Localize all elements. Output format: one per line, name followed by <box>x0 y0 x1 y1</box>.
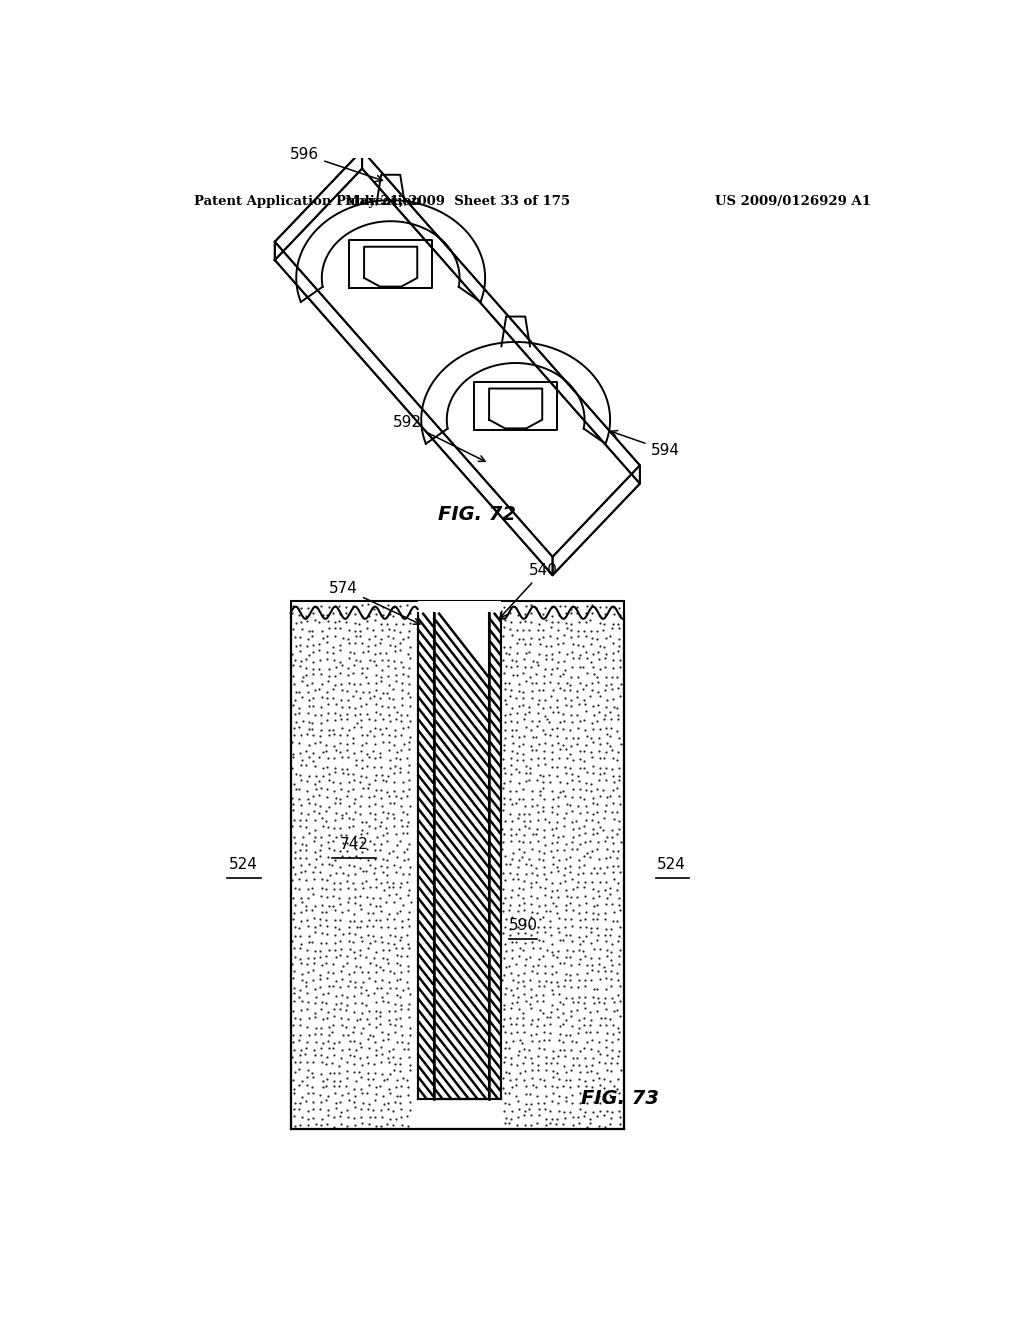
Text: FIG. 72: FIG. 72 <box>438 504 516 524</box>
Text: 592: 592 <box>392 416 485 462</box>
Text: US 2009/0126929 A1: US 2009/0126929 A1 <box>715 195 871 209</box>
Text: 596: 596 <box>290 147 382 181</box>
Text: 540: 540 <box>500 564 558 618</box>
Text: 590: 590 <box>509 919 538 933</box>
Text: FIG. 73: FIG. 73 <box>581 1089 659 1107</box>
Text: 594: 594 <box>611 430 679 458</box>
Text: Patent Application Publication: Patent Application Publication <box>194 195 421 209</box>
Text: 524: 524 <box>657 857 686 873</box>
Text: 742: 742 <box>340 837 369 851</box>
Text: May 21, 2009  Sheet 33 of 175: May 21, 2009 Sheet 33 of 175 <box>345 195 570 209</box>
Text: 574: 574 <box>330 581 420 624</box>
Bar <box>433 612 489 1098</box>
Text: 524: 524 <box>228 857 257 873</box>
Bar <box>418 601 501 1098</box>
Bar <box>291 601 624 1129</box>
